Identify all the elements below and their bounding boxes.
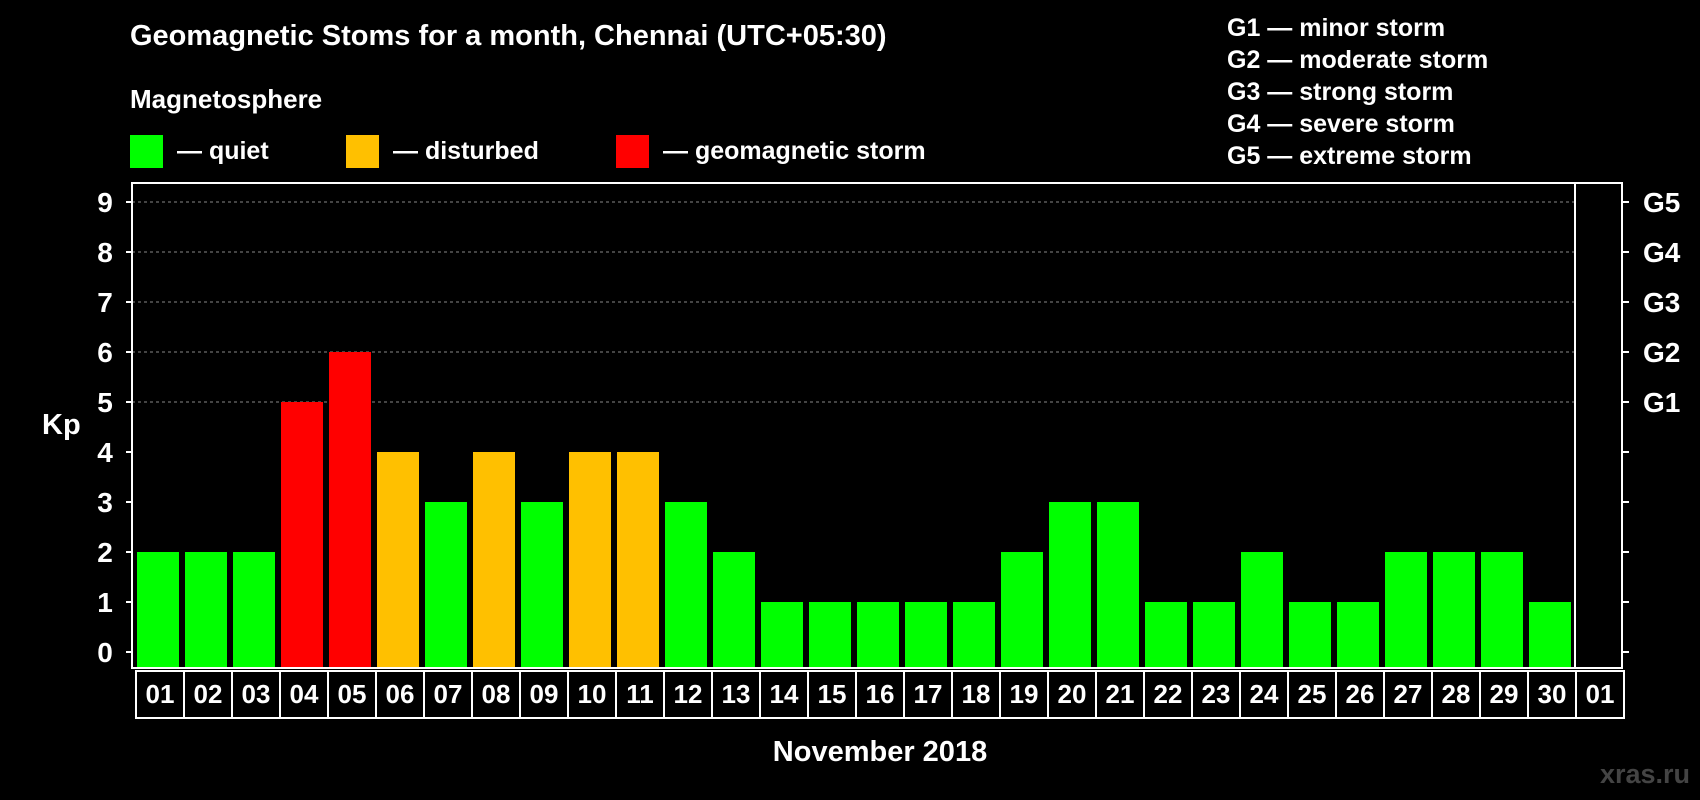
x-tick-label: 23 [1202,679,1231,709]
kp-bar [1193,602,1235,668]
x-tick-label: 07 [434,679,463,709]
x-tick-label: 06 [386,679,415,709]
g-level-label: G1 [1643,387,1680,418]
y-tick-label: 1 [97,587,113,618]
x-tick-label: 27 [1394,679,1423,709]
kp-bar [185,552,227,668]
x-tick-label: 13 [722,679,751,709]
legend-swatch-storm [616,134,649,168]
g-level-label: G3 [1643,287,1680,318]
g-level-label: G2 [1643,337,1680,368]
x-tick-label: 10 [578,679,607,709]
legend-label-disturbed: — disturbed [393,136,539,165]
kp-bar [713,552,755,668]
legend-item-storm: — geomagnetic storm [616,134,926,168]
x-tick-label: 04 [290,679,319,709]
kp-bar [1289,602,1331,668]
x-tick-label: 14 [770,679,799,709]
kp-bar [233,552,275,668]
x-tick-label: 29 [1490,679,1519,709]
x-tick-label: 01 [146,679,175,709]
x-tick-label: 09 [530,679,559,709]
x-tick-label: 19 [1010,679,1039,709]
g-level-label: G5 [1643,187,1680,218]
x-tick-label: 16 [866,679,895,709]
x-tick-label: 18 [962,679,991,709]
kp-bar [1529,602,1571,668]
x-tick-label: 26 [1346,679,1375,709]
storm-level-g2: G2 — moderate storm [1227,46,1489,74]
x-tick-label: 02 [194,679,223,709]
storm-level-g3: G3 — strong storm [1227,78,1454,106]
storm-level-g5: G5 — extreme storm [1227,142,1472,170]
plot-frame [131,182,1623,669]
legend-swatch-disturbed [346,134,379,168]
y-axis-label: Kp [42,409,81,441]
y-tick-label: 3 [97,487,113,518]
kp-bar [617,452,659,668]
kp-bar [473,452,515,668]
legend-item-disturbed: — disturbed [346,134,539,168]
y-tick-label: 9 [97,187,113,218]
y-tick-label: 5 [97,387,113,418]
x-tick-label: 25 [1298,679,1327,709]
x-tick-label: 03 [242,679,271,709]
kp-bar [1385,552,1427,668]
g-level-label: G4 [1643,237,1681,268]
y-tick-label: 4 [97,437,113,468]
kp-bar [521,502,563,668]
kp-bar [665,502,707,668]
legend-item-quiet: — quiet [130,134,269,168]
kp-bar [1145,602,1187,668]
kp-bar [809,602,851,668]
x-axis-title: November 2018 [772,736,988,768]
kp-bar [569,452,611,668]
x-category-box [1575,670,1625,719]
kp-bar [281,402,323,668]
storm-level-g1: G1 — minor storm [1227,14,1446,42]
x-tick-label: 28 [1442,679,1471,709]
x-tick-label: 20 [1058,679,1087,709]
watermark: xras.ru [1599,759,1690,789]
storm-level-g4: G4 — severe storm [1227,110,1455,138]
x-tick-label: 21 [1106,679,1135,709]
chart-title: Geomagnetic Stoms for a month, Chennai (… [130,20,887,52]
kp-bar [329,352,371,668]
kp-bar [761,602,803,668]
y-tick-label: 2 [97,537,113,568]
x-tick-label: 12 [674,679,703,709]
y-tick-label: 7 [97,287,113,318]
kp-bar [137,552,179,668]
kp-bar [1097,502,1139,668]
x-tick-label: 15 [818,679,847,709]
kp-bar [1241,552,1283,668]
kp-bar [1337,602,1379,668]
x-tick-label: 08 [482,679,511,709]
y-tick-label: 6 [97,337,113,368]
legend-swatch-quiet [130,134,163,168]
storm-level-list: G1 — minor storm G2 — moderate storm G3 … [1227,12,1488,172]
x-tick-label: 11 [626,679,654,709]
kp-bar [857,602,899,668]
x-tick-label: 24 [1250,679,1279,709]
x-tick-label: 01 [1586,679,1615,709]
x-tick-label: 05 [338,679,367,709]
kp-bar [953,602,995,668]
kp-bar [425,502,467,668]
kp-bar [1001,552,1043,668]
legend-label-quiet: — quiet [177,136,269,165]
kp-bar [1433,552,1475,668]
legend-label-storm: — geomagnetic storm [663,136,926,165]
kp-bar [1481,552,1523,668]
x-tick-label: 17 [914,679,943,709]
chart-subtitle: Magnetosphere [130,84,323,114]
x-tick-label: 22 [1154,679,1183,709]
x-tick-label: 30 [1538,679,1567,709]
kp-bar [377,452,419,668]
y-tick-label: 8 [97,237,113,268]
kp-bar [905,602,947,668]
y-tick-label: 0 [97,637,113,668]
kp-bar [1049,502,1091,668]
